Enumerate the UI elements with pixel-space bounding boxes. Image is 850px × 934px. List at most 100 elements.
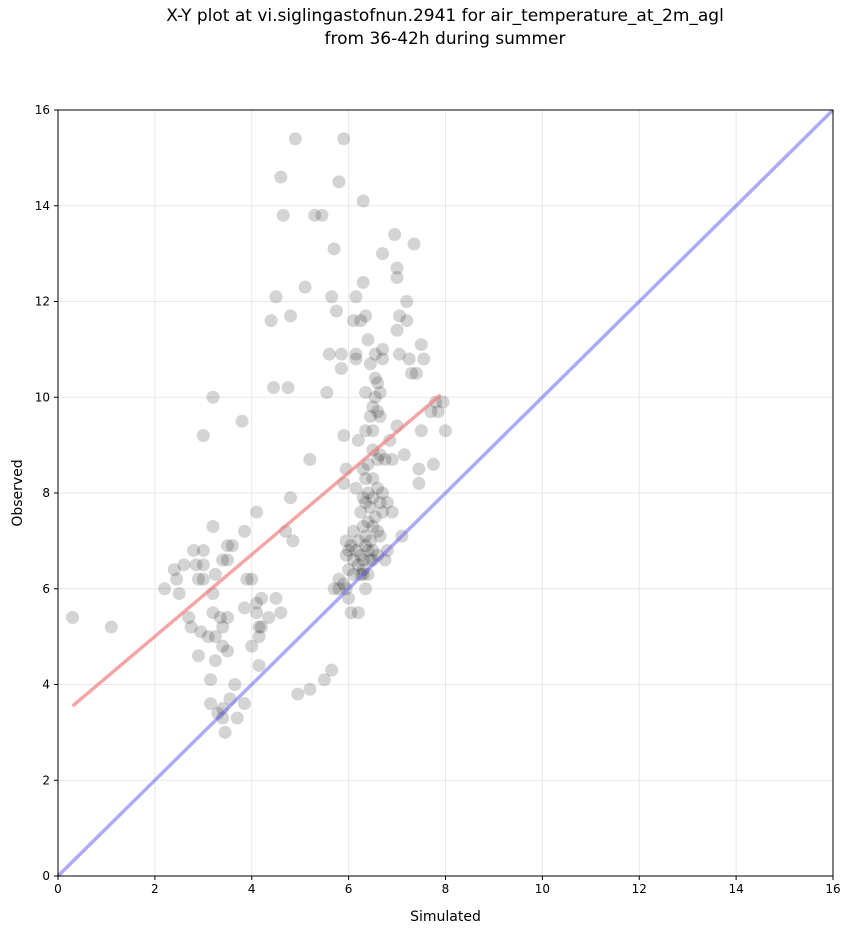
data-point xyxy=(346,553,360,567)
x-tick-label: 12 xyxy=(632,882,647,896)
data-point xyxy=(66,610,80,624)
data-point xyxy=(385,452,399,466)
data-point xyxy=(208,654,222,668)
data-point xyxy=(359,309,373,323)
data-point xyxy=(286,534,300,548)
data-point xyxy=(349,481,363,495)
data-point xyxy=(204,673,218,687)
data-point xyxy=(189,558,203,572)
data-point xyxy=(196,572,210,586)
data-point xyxy=(177,558,191,572)
y-tick-label: 6 xyxy=(42,582,50,596)
y-tick-label: 4 xyxy=(42,678,50,692)
data-point xyxy=(213,610,227,624)
data-point xyxy=(400,295,414,308)
data-point xyxy=(315,208,329,222)
data-point xyxy=(359,529,373,543)
data-point xyxy=(269,591,283,605)
data-point xyxy=(359,582,373,596)
data-point xyxy=(250,505,264,519)
data-point xyxy=(104,620,118,634)
y-tick-label: 10 xyxy=(35,390,50,404)
data-point xyxy=(363,534,377,548)
data-point xyxy=(426,457,440,471)
y-tick-label: 12 xyxy=(35,295,50,309)
data-point xyxy=(325,663,339,677)
data-point xyxy=(380,496,394,510)
axis-ticks: 0 2 4 6 8 10 12 14 16 0 2 4 6 8 10 12 14 16 xyxy=(35,103,841,896)
data-point xyxy=(322,347,336,361)
data-point xyxy=(339,534,353,548)
x-tick-label: 4 xyxy=(248,882,256,896)
data-point xyxy=(245,639,259,653)
data-point xyxy=(254,620,268,634)
data-point xyxy=(400,314,414,328)
data-point xyxy=(385,505,399,519)
data-point xyxy=(373,385,387,399)
data-point xyxy=(366,400,380,414)
data-point xyxy=(230,711,244,725)
data-point xyxy=(366,491,380,505)
data-point xyxy=(371,481,385,495)
y-axis-label: Observed xyxy=(10,459,26,526)
data-point xyxy=(376,505,390,519)
data-point xyxy=(371,452,385,466)
data-point xyxy=(196,558,210,572)
data-point xyxy=(390,261,404,275)
data-point xyxy=(361,543,375,557)
data-point xyxy=(371,376,385,390)
data-point xyxy=(276,208,290,222)
x-tick-label: 0 xyxy=(54,882,62,896)
data-point xyxy=(366,543,380,557)
data-point xyxy=(359,539,373,553)
data-point xyxy=(221,553,235,567)
data-point xyxy=(337,132,351,146)
x-tick-label: 10 xyxy=(535,882,550,896)
chart-title-line2: from 36-42h during summer xyxy=(324,29,566,49)
data-point xyxy=(351,534,365,548)
data-point xyxy=(334,362,348,376)
data-point xyxy=(376,352,390,366)
data-point xyxy=(349,347,363,361)
data-point xyxy=(284,309,297,323)
data-point xyxy=(376,247,390,261)
data-point xyxy=(359,424,373,438)
data-point xyxy=(252,620,266,634)
x-axis-label: Simulated xyxy=(410,909,481,925)
data-point xyxy=(363,409,377,423)
data-point xyxy=(291,687,305,701)
data-point xyxy=(354,314,368,328)
data-point xyxy=(344,539,358,553)
data-point xyxy=(342,543,356,557)
data-point xyxy=(346,567,360,581)
data-point xyxy=(196,543,210,557)
reference-lines xyxy=(56,108,835,878)
data-point xyxy=(204,697,218,711)
data-point xyxy=(373,529,387,543)
data-point xyxy=(371,405,385,419)
data-point xyxy=(349,352,363,366)
data-point xyxy=(356,491,370,505)
data-point xyxy=(201,630,215,644)
data-point xyxy=(439,424,452,438)
data-point xyxy=(254,591,268,605)
data-point xyxy=(172,587,186,601)
data-point xyxy=(412,476,426,490)
data-point xyxy=(225,539,239,553)
data-point xyxy=(376,486,390,500)
data-point xyxy=(363,357,377,371)
data-point xyxy=(359,496,373,510)
data-point xyxy=(274,170,288,184)
data-point xyxy=(252,630,266,644)
data-point xyxy=(390,271,404,285)
data-point xyxy=(269,290,283,304)
data-point xyxy=(245,572,259,586)
data-point xyxy=(405,366,419,380)
data-point xyxy=(327,242,341,256)
y-tick-label: 16 xyxy=(35,103,50,117)
data-point xyxy=(346,524,360,538)
x-tick-label: 14 xyxy=(728,882,743,896)
data-point xyxy=(361,515,375,529)
data-point xyxy=(368,510,382,524)
data-point xyxy=(366,520,380,534)
